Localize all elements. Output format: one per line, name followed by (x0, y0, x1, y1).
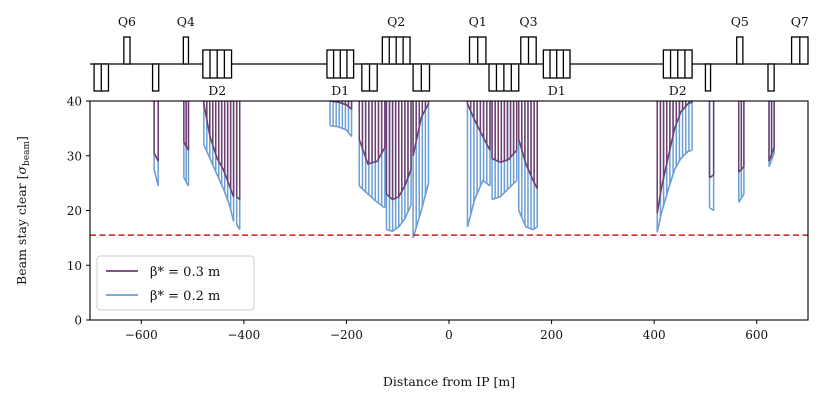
quadrupole (767, 63, 775, 92)
series-curve (358, 185, 386, 209)
y-tick-label: 30 (67, 149, 82, 163)
series-curve (491, 149, 518, 164)
x-tick-label: 200 (540, 328, 563, 342)
quadrupole-label: Q4 (177, 14, 195, 29)
series-curve (738, 166, 745, 173)
dipole (542, 49, 571, 79)
series-curve (518, 210, 538, 231)
series-curve (466, 103, 491, 151)
series-1 (153, 101, 775, 239)
quadrupole-label: Q6 (118, 14, 136, 29)
quadrupole-label: Q2 (387, 14, 405, 29)
quadrupole (468, 36, 487, 65)
quadrupole (488, 63, 520, 92)
quadrupole (520, 36, 537, 65)
dipole-label: D2 (208, 83, 226, 98)
series-curve (517, 139, 538, 189)
x-tick-label: −600 (125, 328, 158, 342)
quadrupole (790, 36, 809, 65)
quadrupole (151, 63, 160, 92)
quadrupole (736, 36, 744, 65)
series-group (153, 100, 775, 239)
series-curve (656, 101, 693, 214)
quadrupole (93, 63, 110, 92)
series-curve (183, 177, 190, 187)
series-curve (709, 174, 715, 179)
x-tick-label: 600 (745, 328, 768, 342)
series-curve (768, 147, 775, 162)
quadrupole (123, 36, 131, 65)
legend-label: β* = 0.2 m (150, 289, 220, 304)
y-tick-label: 20 (67, 204, 82, 218)
series-0 (153, 100, 775, 214)
series-curve (466, 179, 491, 228)
axis-ticks: −600 −400 −200 0 200 400 600 0 10 20 30 40 (67, 95, 768, 343)
x-tick-label: 400 (643, 328, 666, 342)
legend: β* = 0.3 m β* = 0.2 m (96, 255, 255, 311)
series-curve (738, 193, 745, 203)
series-curve (386, 204, 412, 233)
series-curve (153, 169, 159, 187)
dipole (202, 49, 233, 79)
quadrupole-body (767, 63, 775, 92)
y-axis-label: Beam stay clear [σbeam] (14, 136, 32, 285)
series-curve (385, 169, 412, 201)
x-tick-label: −400 (227, 328, 260, 342)
series-curve (358, 139, 386, 165)
series-curve (491, 179, 518, 201)
dipole-label: D2 (669, 83, 687, 98)
quadrupole-label: Q3 (519, 14, 537, 29)
series-curve (412, 182, 430, 239)
quadrupole-body (182, 36, 190, 65)
y-tick-label: 10 (67, 259, 82, 273)
series-curve (203, 144, 235, 222)
x-tick-label: 0 (445, 328, 453, 342)
quadrupole (704, 63, 712, 92)
quadrupole-body (736, 36, 744, 65)
series-curve (153, 152, 159, 162)
legend-label: β* = 0.3 m (150, 265, 220, 280)
magnet-lattice: Q6 Q4 Q2 Q1 Q3 Q5 Q7 D2 D1 D1 D2 (90, 14, 809, 98)
dipole (662, 49, 693, 79)
series-curve (236, 196, 241, 201)
x-axis-label: Distance from IP [m] (383, 374, 515, 389)
series-curve (709, 207, 715, 212)
quadrupole-label: Q1 (469, 14, 487, 29)
quadrupole-label: Q7 (791, 14, 809, 29)
quadrupole (412, 63, 431, 92)
quadrupole (182, 36, 190, 65)
quadrupole-body (704, 63, 712, 92)
series-curve (412, 103, 430, 156)
dipole (326, 49, 355, 79)
series-curve (183, 141, 190, 151)
y-tick-label: 0 (74, 314, 82, 328)
x-tick-label: −200 (330, 328, 363, 342)
series-curve (768, 152, 775, 167)
dipole-label: D1 (548, 83, 566, 98)
quadrupole (361, 63, 378, 92)
quadrupole (381, 36, 411, 65)
legend-box (96, 255, 255, 311)
series-curve (329, 124, 353, 138)
dipole-label: D1 (331, 83, 349, 98)
quadrupole-body (123, 36, 131, 65)
plot-area (89, 100, 809, 321)
series-curve (235, 223, 241, 231)
quadrupole-body (151, 63, 160, 92)
y-tick-label: 40 (67, 95, 82, 109)
series-curve (203, 103, 235, 198)
series-curve (656, 149, 693, 233)
quadrupole-label: Q5 (731, 14, 749, 29)
